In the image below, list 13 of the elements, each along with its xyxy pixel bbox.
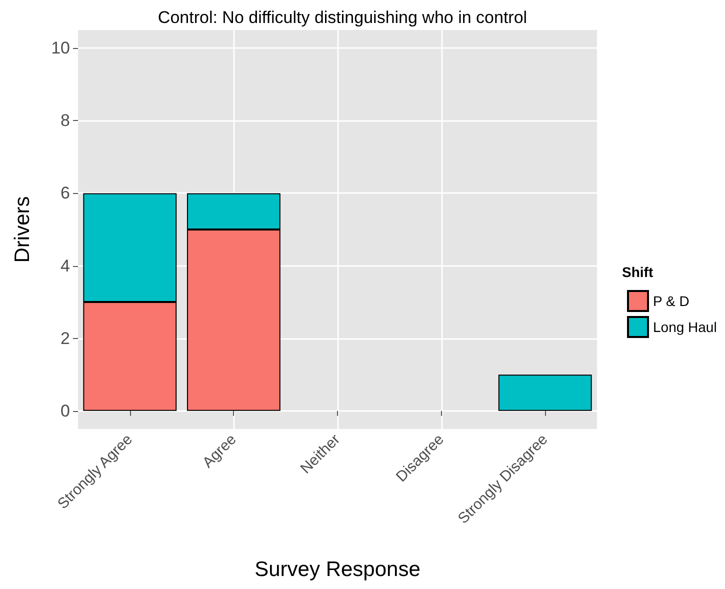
y-tick-label: 8 (60, 111, 70, 130)
y-tick-label: 10 (51, 38, 70, 58)
legend-label: Long Haul (653, 319, 717, 335)
y-tick-label: 2 (60, 328, 70, 348)
y-tick-label: 4 (60, 256, 70, 276)
legend-title: Shift (622, 264, 654, 280)
chart-title: Control: No difficulty distinguishing who in control (158, 8, 528, 27)
y-tick-label: 0 (60, 401, 70, 420)
x-axis-title: Survey Response (254, 558, 420, 581)
y-tick-label: 6 (60, 184, 70, 203)
legend-label: P & D (653, 293, 690, 309)
y-axis-title: Drivers (11, 196, 34, 263)
bar (498, 374, 592, 411)
